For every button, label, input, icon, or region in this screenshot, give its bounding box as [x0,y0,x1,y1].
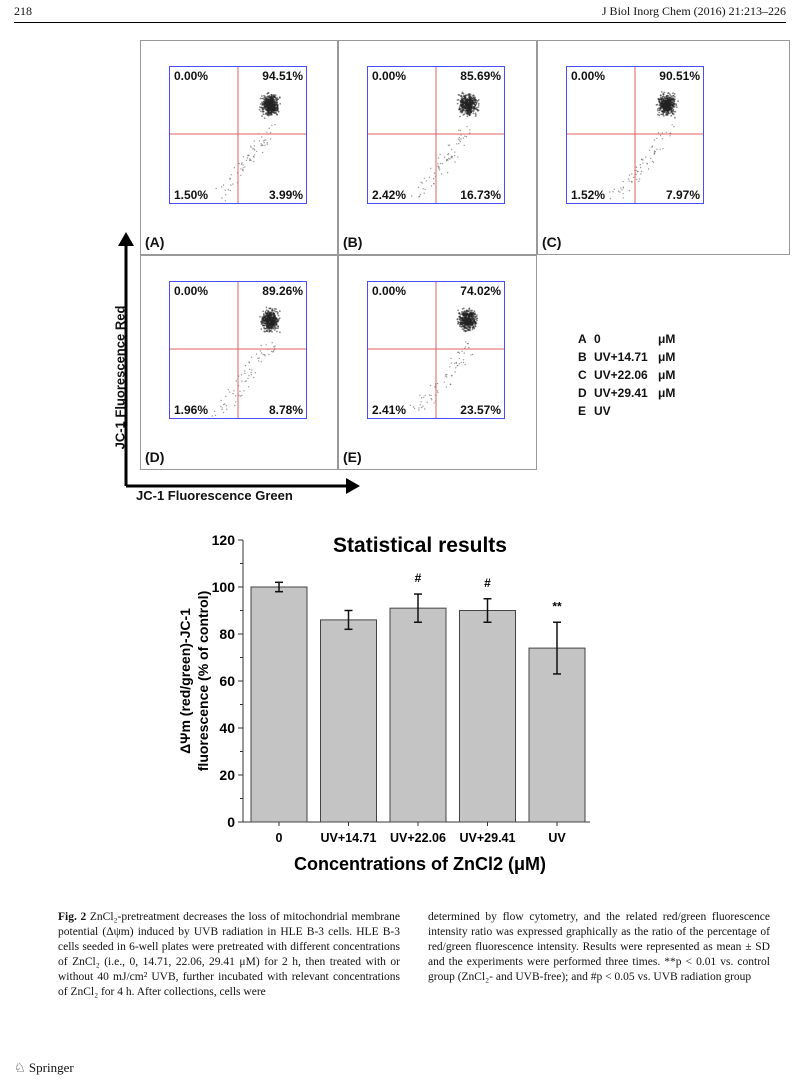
scatter-plot: 0.00% 90.51% 1.52% 7.97% [566,66,704,204]
axis-arrows [118,232,360,494]
legend-item: D UV+29.41 μM [578,384,675,402]
y-tick-label: 100 [212,579,236,595]
legend-unit: μM [658,350,676,364]
flow-panel: 0.00% 94.51% 1.50% 3.99% (A) [140,40,338,255]
legend-condition: UV+22.06 [594,368,648,382]
journal-citation: J Biol Inorg Chem (2016) 21:213–226 [601,4,786,18]
bar [389,607,447,823]
y-tick-label: 80 [219,626,235,642]
flow-cytometry-figure: 0.00% 94.51% 1.50% 3.99% (A) 0.00% 85.69… [140,40,790,470]
flow-panel: 0.00% 85.69% 2.42% 16.73% (B) [338,40,537,255]
x-tick-label: UV [548,831,566,845]
quadrant-ur: 94.51% [262,69,303,83]
scatter-plot: 0.00% 74.02% 2.41% 23.57% [367,281,505,419]
quadrant-ll: 1.96% [174,403,209,417]
quadrant-lr: 23.57% [460,403,501,417]
flow-panel: 0.00% 89.26% 1.96% 8.78% (D) [140,255,338,470]
header-rule [14,22,786,23]
quadrant-ll: 1.52% [571,188,606,202]
legend-item: A 0 μM [578,330,675,348]
flow-panel: 0.00% 74.02% 2.41% 23.57% (E) [338,255,537,470]
chart-ylabel-line1: ΔΨm (red/green)-JC-1 [180,608,193,754]
panel-label: (C) [542,234,562,250]
legend-key: C [578,368,587,382]
significance-mark: ** [552,599,562,613]
page-number: 218 [14,4,32,18]
panel-label: (E) [343,449,362,465]
bar-chart: 0 20 40 60 80 100 120 0 UV+14.71 UV+22.06 # UV+29.4… [180,532,590,874]
legend-key: D [578,386,587,400]
bar [459,610,516,823]
y-tick-label: 120 [212,532,236,548]
bar [320,619,377,823]
scatter-plot: 0.00% 89.26% 1.96% 8.78% [169,281,307,419]
y-tick-label: 60 [219,673,235,689]
x-tick-label: UV+29.41 [460,831,516,845]
chart-ylabel-line2: fluorescence (% of control) [195,591,211,771]
legend-unit: μM [658,386,676,400]
x-tick-label: UV+14.71 [321,831,377,845]
quadrant-ur: 90.51% [659,69,700,83]
springer-logo-icon: ♘ [14,1060,26,1075]
x-axis-label: JC-1 Fluorescence Green [136,488,293,503]
flow-panel: 0.00% 90.51% 1.52% 7.97% (C) [537,40,790,255]
publisher-footer: ♘ Springer [14,1060,74,1076]
publisher-name: Springer [28,1060,74,1075]
y-tick-label: 40 [219,720,235,736]
y-tick-label: 20 [219,767,235,783]
quadrant-ll: 2.42% [372,188,407,202]
quadrant-ur: 85.69% [460,69,501,83]
quadrant-lr: 8.78% [268,403,303,417]
legend: A 0 μM B UV+14.71 μM C UV+22.06 μM D UV+29.41 μM E UV [578,330,675,420]
bar [250,586,308,823]
caption-left: Fig. 2 ZnCl₂-pretreatment decreases the … [58,910,400,1000]
chart-xlabel: Concentrations of ZnCl2 (μM) [294,854,546,874]
legend-condition: 0 [594,332,601,346]
legend-item: C UV+22.06 μM [578,366,675,384]
figure-label: Fig. 2 [58,911,87,923]
panel-label: (A) [145,234,165,250]
legend-item: E UV [578,402,675,420]
legend-unit: μM [658,332,676,346]
panel-label: (B) [343,234,363,250]
bar [528,647,586,823]
quadrant-ul: 0.00% [372,284,407,298]
legend-item: B UV+14.71 μM [578,348,675,366]
panel-label: (D) [145,449,165,465]
y-axis-label: JC-1 Fluorescence Red [112,305,128,450]
x-tick-label: 0 [276,831,283,845]
quadrant-ur: 74.02% [460,284,501,298]
quadrant-ul: 0.00% [174,69,209,83]
legend-key: B [578,350,587,364]
scatter-plot: 0.00% 85.69% 2.42% 16.73% [367,66,505,204]
quadrant-lr: 16.73% [460,188,501,202]
quadrant-ul: 0.00% [571,69,606,83]
legend-condition: UV+29.41 [594,386,648,400]
quadrant-lr: 3.99% [268,188,303,202]
significance-mark: # [415,571,422,585]
quadrant-ll: 2.41% [372,403,407,417]
quadrant-ll: 1.50% [174,188,209,202]
caption-right: determined by flow cytometry, and the re… [428,911,770,983]
caption-text: ZnCl₂-pretreatment decreases the loss of… [58,911,400,998]
legend-condition: UV+14.71 [594,350,648,364]
y-tick-label: 0 [227,814,235,830]
quadrant-ur: 89.26% [262,284,303,298]
x-tick-label: UV+22.06 [390,831,446,845]
quadrant-ul: 0.00% [372,69,407,83]
quadrant-ul: 0.00% [174,284,209,298]
legend-unit: μM [658,368,676,382]
legend-key: E [578,404,587,418]
scatter-plot: 0.00% 94.51% 1.50% 3.99% [169,66,307,204]
legend-condition: UV [594,404,611,418]
significance-mark: # [484,576,491,590]
chart-title: Statistical results [333,534,507,557]
legend-key: A [578,332,587,346]
quadrant-lr: 7.97% [665,188,700,202]
